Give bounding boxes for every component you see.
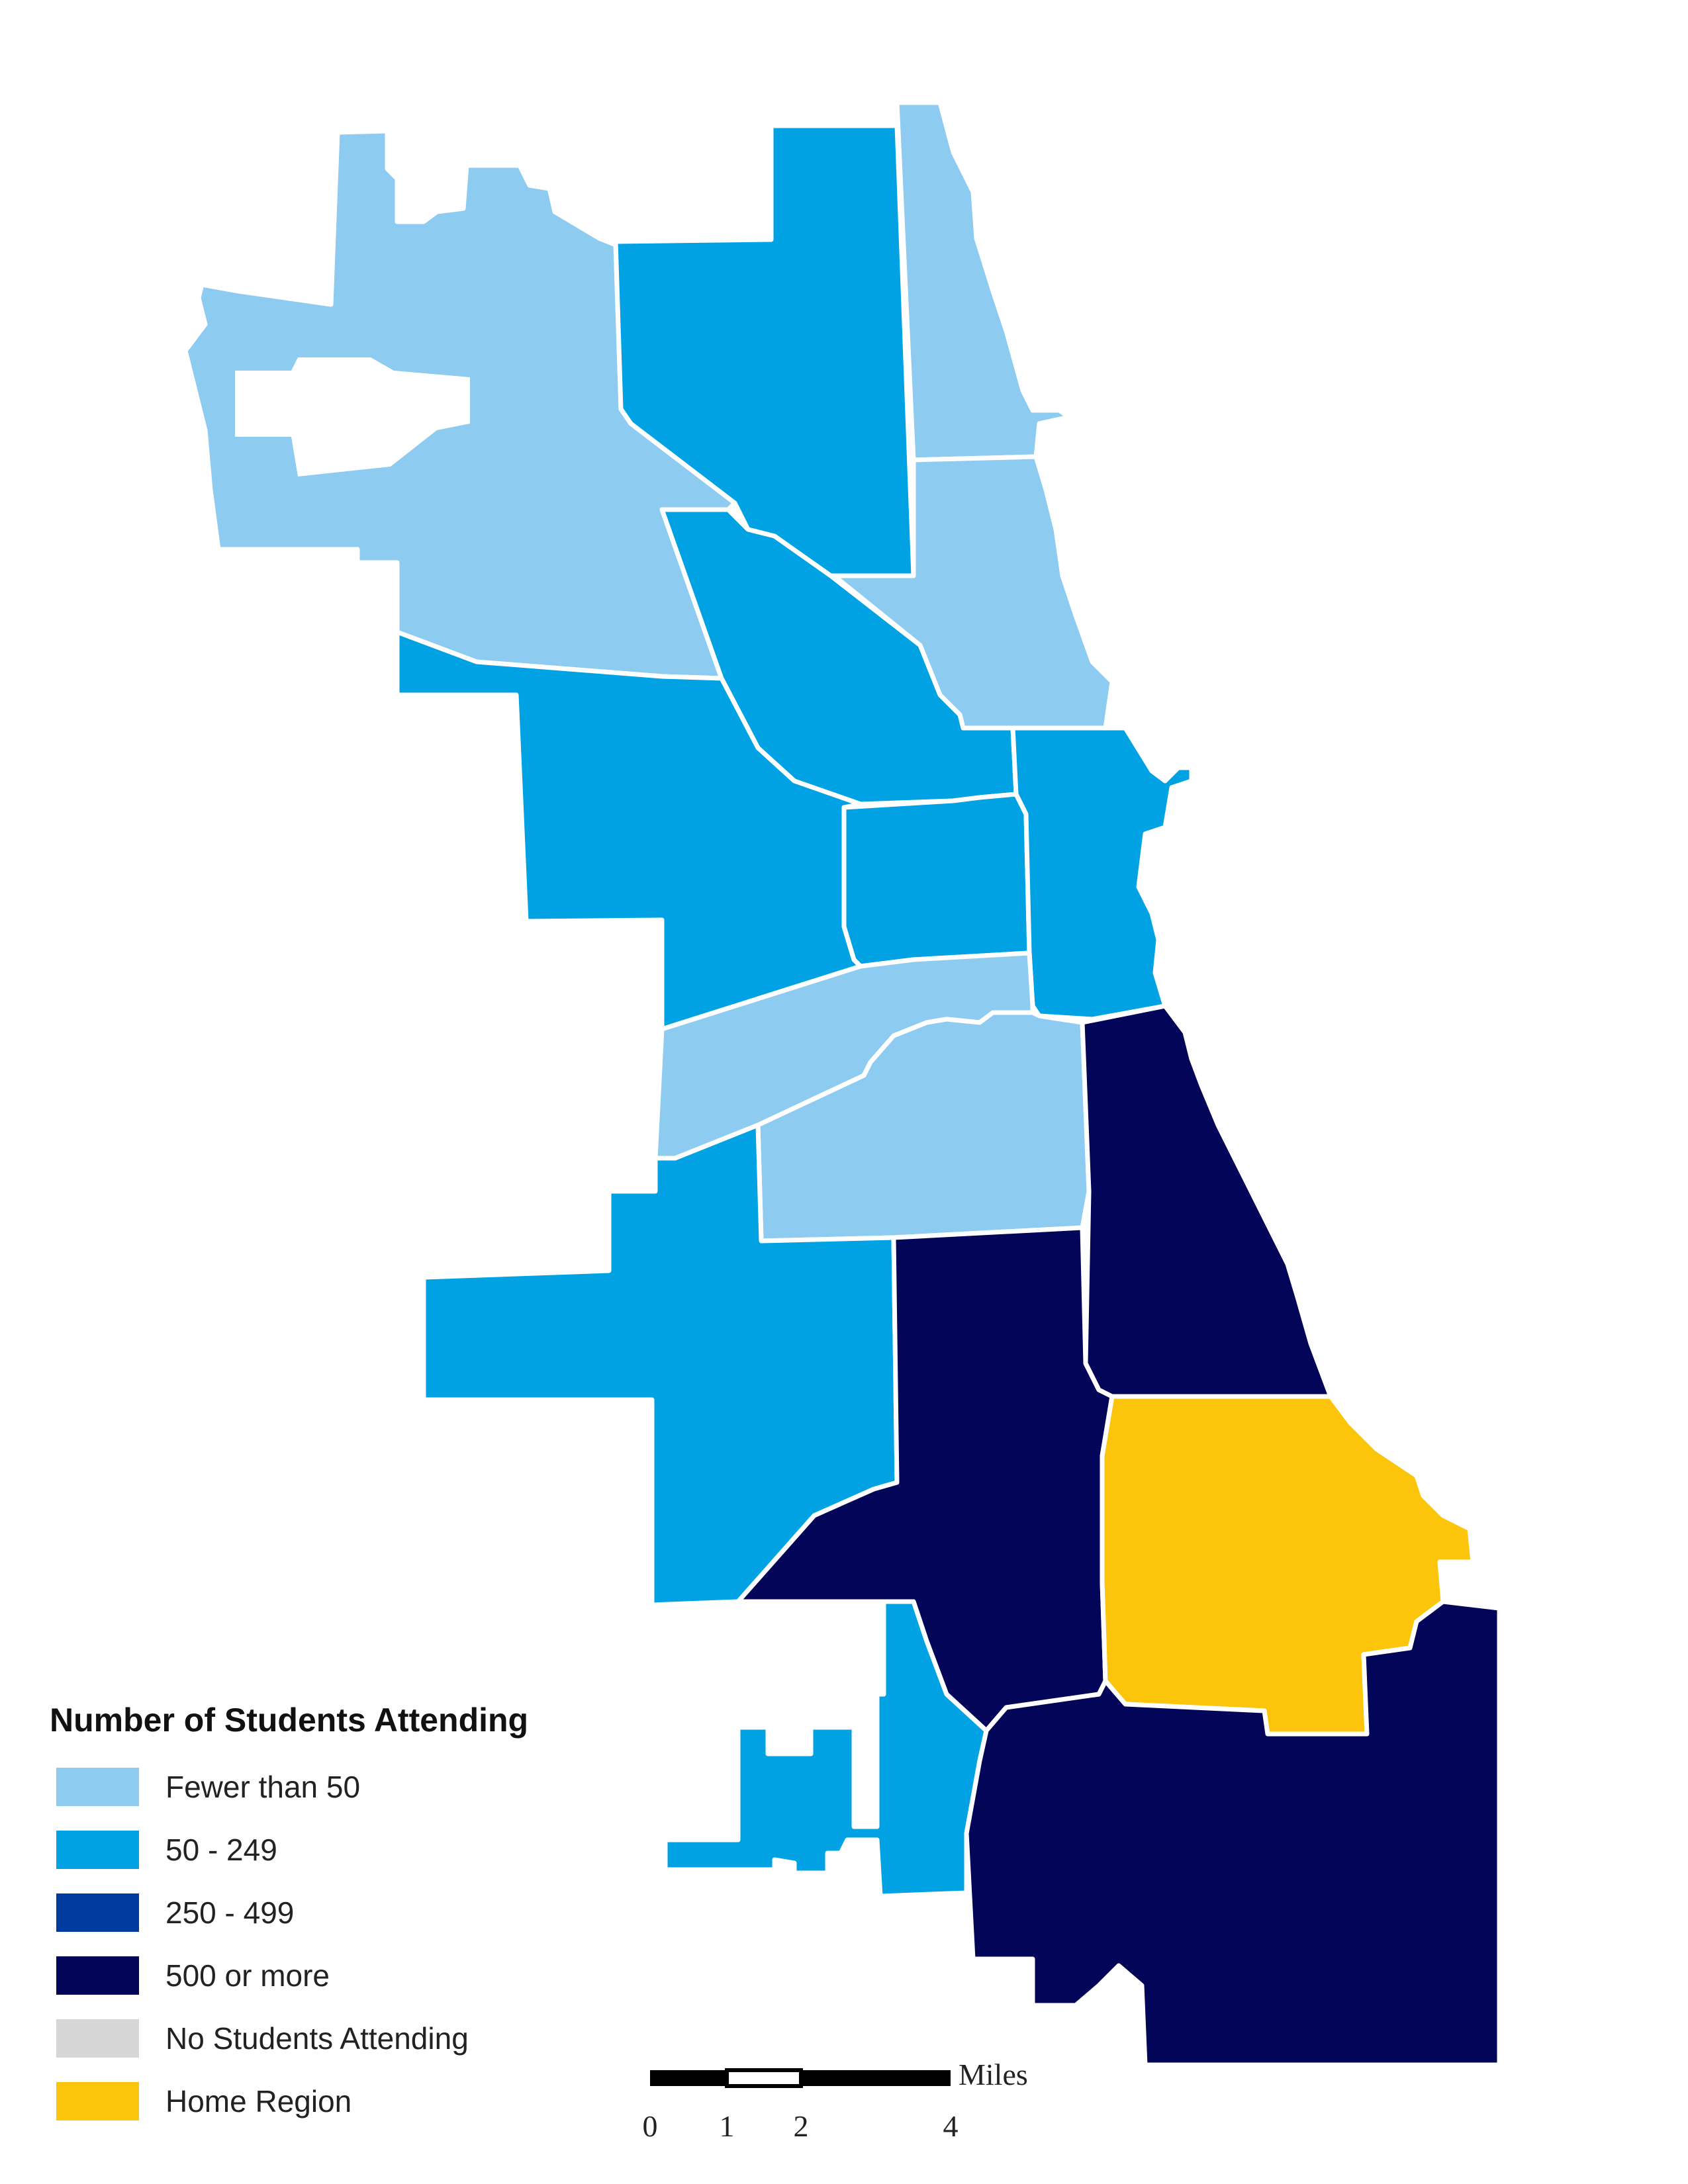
scale-bar-segment-1-2 <box>725 2068 803 2088</box>
region-far-northwest-cutout <box>235 357 470 477</box>
legend-label: Home Region <box>165 2083 352 2118</box>
legend-label: 50 - 249 <box>165 1832 277 1867</box>
legend-item-fewer-than-50: Fewer than 50 <box>50 1755 645 1818</box>
scale-tick-0: 0 <box>643 2109 658 2143</box>
region-far-north-lakefront <box>894 100 1072 463</box>
legend-swatch <box>56 2019 139 2058</box>
legend-item-no-students: No Students Attending <box>50 2007 645 2070</box>
scale-bar-segment-0-1 <box>650 2070 727 2086</box>
legend-label: No Students Attending <box>165 2021 469 2056</box>
legend-label: 250 - 499 <box>165 1895 295 1930</box>
legend-item-250-499: 250 - 499 <box>50 1881 645 1944</box>
legend-item-50-249: 50 - 249 <box>50 1818 645 1881</box>
scale-bar: Miles 0 1 2 4 <box>643 2058 1028 2143</box>
scale-bar-unit: Miles <box>959 2058 1028 2091</box>
region-south-lakefront <box>1080 1003 1333 1399</box>
legend-swatch <box>56 1830 139 1869</box>
region-central <box>1010 725 1194 1022</box>
map-legend: Number of Students Attending Fewer than … <box>50 1701 645 2132</box>
legend-swatch <box>56 1767 139 1806</box>
legend-swatch <box>56 1893 139 1932</box>
legend-swatch <box>56 1956 139 1995</box>
legend-label: 500 or more <box>165 1958 330 1993</box>
region-west-central <box>841 792 1032 969</box>
legend-swatch <box>56 2081 139 2120</box>
legend-item-home-region: Home Region <box>50 2070 645 2132</box>
legend-item-500-or-more: 500 or more <box>50 1944 645 2007</box>
region-far-southwest <box>663 1599 989 1899</box>
scale-tick-2: 2 <box>794 2109 809 2143</box>
scale-bar-segment-2-4 <box>801 2070 951 2086</box>
scale-tick-4: 4 <box>943 2109 959 2143</box>
legend-label: Fewer than 50 <box>165 1769 361 1804</box>
region-far-south <box>964 1599 1502 2068</box>
legend-title: Number of Students Attending <box>50 1702 529 1739</box>
scale-tick-1: 1 <box>720 2109 735 2143</box>
